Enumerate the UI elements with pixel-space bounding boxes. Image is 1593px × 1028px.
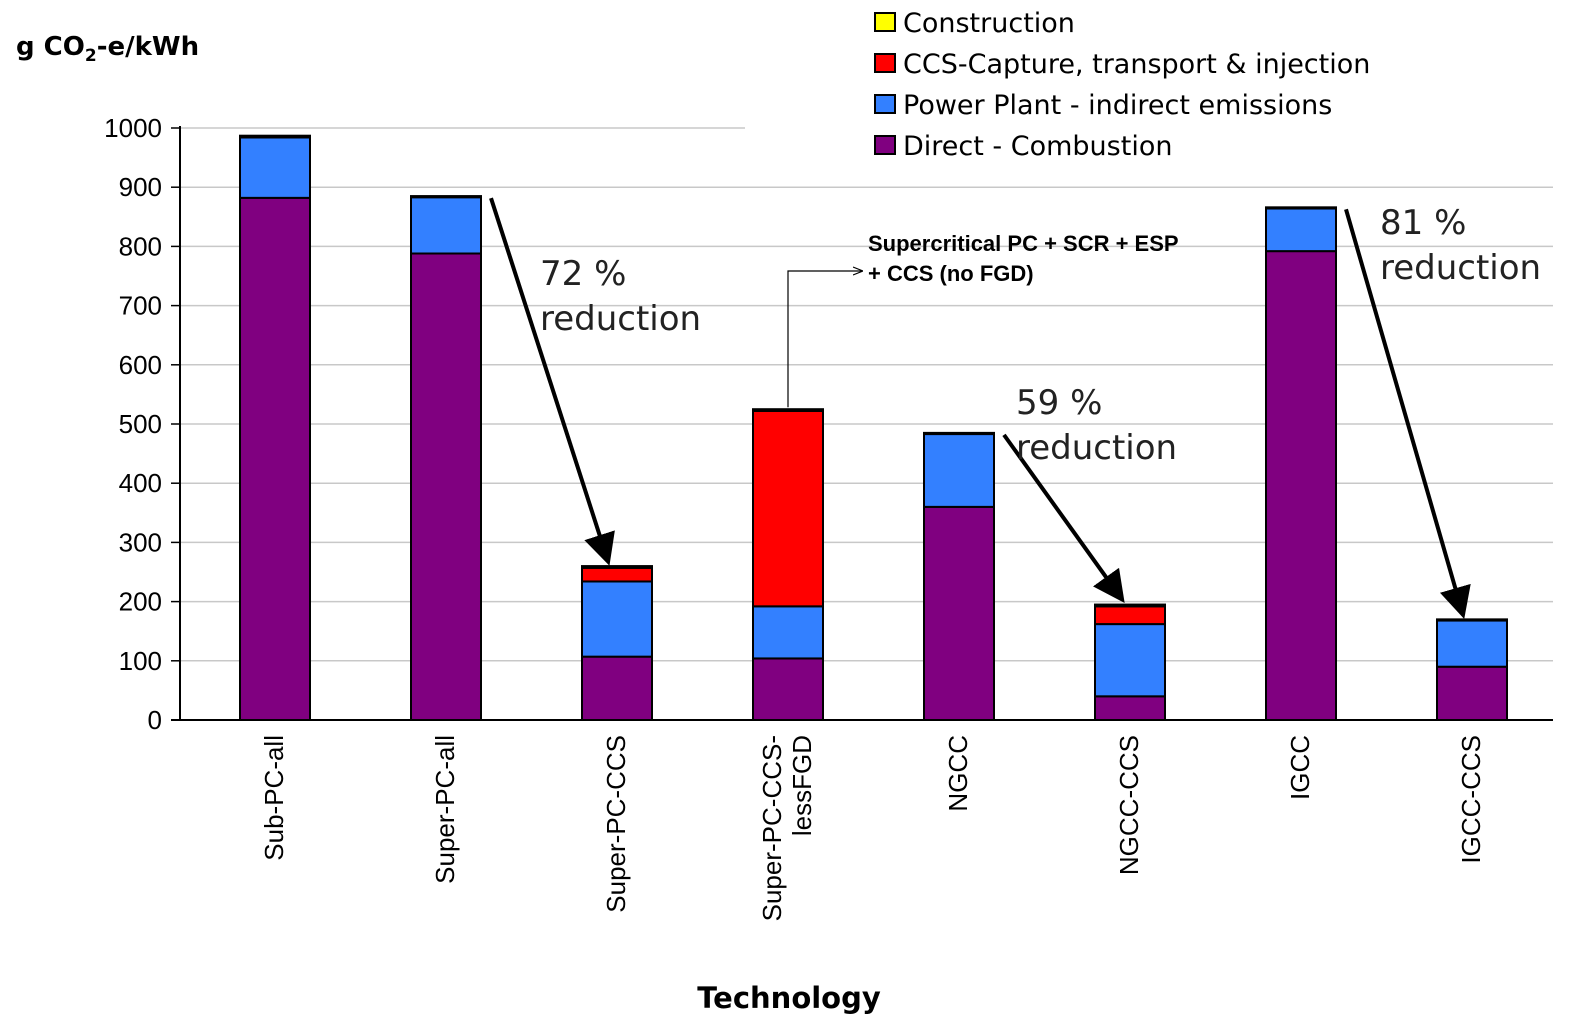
- category-label: IGCC-CCS: [1456, 735, 1486, 864]
- legend: Construction CCS-Capture, transport & inj…: [874, 8, 1370, 162]
- bar-segment-power-plant-indirect-emissions: [1436, 619, 1508, 668]
- legend-swatch: [874, 135, 896, 155]
- reduction-percent: 72 %: [540, 254, 626, 294]
- bar-segment-construction: [1265, 206, 1337, 210]
- bar-segment-direct-combustion: [239, 196, 311, 721]
- category-label: Super-PC-CCS-: [757, 735, 787, 921]
- bar-segment-construction: [1436, 618, 1508, 622]
- bar-segment-power-plant-indirect-emissions: [1094, 623, 1166, 698]
- y-tick-label: 400: [119, 468, 162, 498]
- category-label: NGCC: [943, 735, 973, 812]
- bar-segment-power-plant-indirect-emissions: [752, 605, 824, 660]
- bar-segment-power-plant-indirect-emissions: [410, 196, 482, 255]
- bar-segment-construction: [752, 408, 824, 412]
- bar-segment-direct-combustion: [410, 252, 482, 721]
- category-label: NGCC-CCS: [1114, 735, 1144, 875]
- bars: [239, 134, 1508, 722]
- annotations: 72 % reduction 59 % reduction 81 % reduction S…: [489, 197, 1541, 620]
- bar-segment-direct-combustion: [923, 505, 995, 721]
- bar-segment-construction: [581, 565, 653, 569]
- category-label: Super-PC-CCS: [601, 735, 631, 913]
- reduction-label: reduction: [540, 299, 701, 339]
- category-labels: Sub-PC-all Super-PC-all Super-PC-CCS Super-…: [259, 735, 1486, 921]
- category-label: IGCC: [1285, 735, 1315, 800]
- y-tick-label: 700: [119, 291, 162, 321]
- bar-segment-construction: [923, 431, 995, 436]
- category-label: Super-PC-all: [430, 735, 460, 884]
- reduction-arrow: [489, 197, 615, 566]
- category-label: lessFGD: [787, 735, 817, 836]
- y-tick-label: 0: [148, 705, 162, 735]
- legend-label: Direct - Combustion: [903, 131, 1172, 162]
- bar-segment-direct-combustion: [1265, 250, 1337, 722]
- legend-swatch: [874, 53, 896, 73]
- y-tick-label: 100: [119, 646, 162, 676]
- reduction-percent: 59 %: [1016, 383, 1102, 423]
- bar-segment-construction: [410, 195, 482, 199]
- legend-label: Construction: [903, 8, 1075, 39]
- category-label: Sub-PC-all: [259, 735, 289, 861]
- bar-segment-construction: [239, 134, 311, 139]
- bar-segment-power-plant-indirect-emissions: [923, 433, 995, 508]
- callout-connector: [787, 271, 862, 408]
- gridlines: [180, 127, 1553, 662]
- legend-label: Power Plant - indirect emissions: [903, 90, 1332, 121]
- bar-segment-ccs-capture-transport-injection: [581, 566, 653, 583]
- x-axis-title: Technology: [697, 981, 881, 1015]
- bar-segment-ccs-capture-transport-injection: [1094, 605, 1166, 626]
- bar-segment-construction: [1094, 603, 1166, 608]
- y-tick-label: 900: [119, 172, 162, 202]
- bar-segment-power-plant-indirect-emissions: [239, 136, 311, 199]
- bar-segment-direct-combustion: [581, 655, 653, 722]
- bar-segment-direct-combustion: [752, 657, 824, 722]
- reduction-arrow: [1002, 433, 1125, 604]
- y-tick-label: 600: [119, 350, 162, 380]
- bar-segment-ccs-capture-transport-injection: [752, 409, 824, 608]
- reduction-percent: 81 %: [1380, 203, 1466, 243]
- reduction-label: reduction: [1016, 428, 1177, 468]
- reduction-arrow: [1344, 208, 1471, 620]
- y-tick-label: 800: [119, 231, 162, 261]
- reduction-label: reduction: [1380, 248, 1541, 288]
- legend-swatch: [874, 12, 896, 32]
- bar-segment-power-plant-indirect-emissions: [1265, 207, 1337, 253]
- bar-segment-direct-combustion: [1436, 665, 1508, 721]
- legend-swatch: [874, 94, 896, 114]
- y-tick-label: 300: [119, 527, 162, 557]
- bar-segment-power-plant-indirect-emissions: [581, 580, 653, 658]
- y-axis-ticks: 0 100 200 300 400 500 600 700 800 900 1000: [104, 113, 180, 735]
- callout-line-1: Supercritical PC + SCR + ESP: [868, 231, 1179, 256]
- axes: [171, 126, 1553, 721]
- y-tick-label: 500: [119, 409, 162, 439]
- y-axis-title: g CO2-e/kWh: [16, 32, 199, 66]
- y-tick-label: 1000: [104, 113, 162, 143]
- legend-label: CCS-Capture, transport & injection: [903, 49, 1370, 80]
- y-tick-label: 200: [119, 587, 162, 617]
- callout-line-2: + CCS (no FGD): [868, 261, 1034, 286]
- bar-segment-direct-combustion: [1094, 695, 1166, 722]
